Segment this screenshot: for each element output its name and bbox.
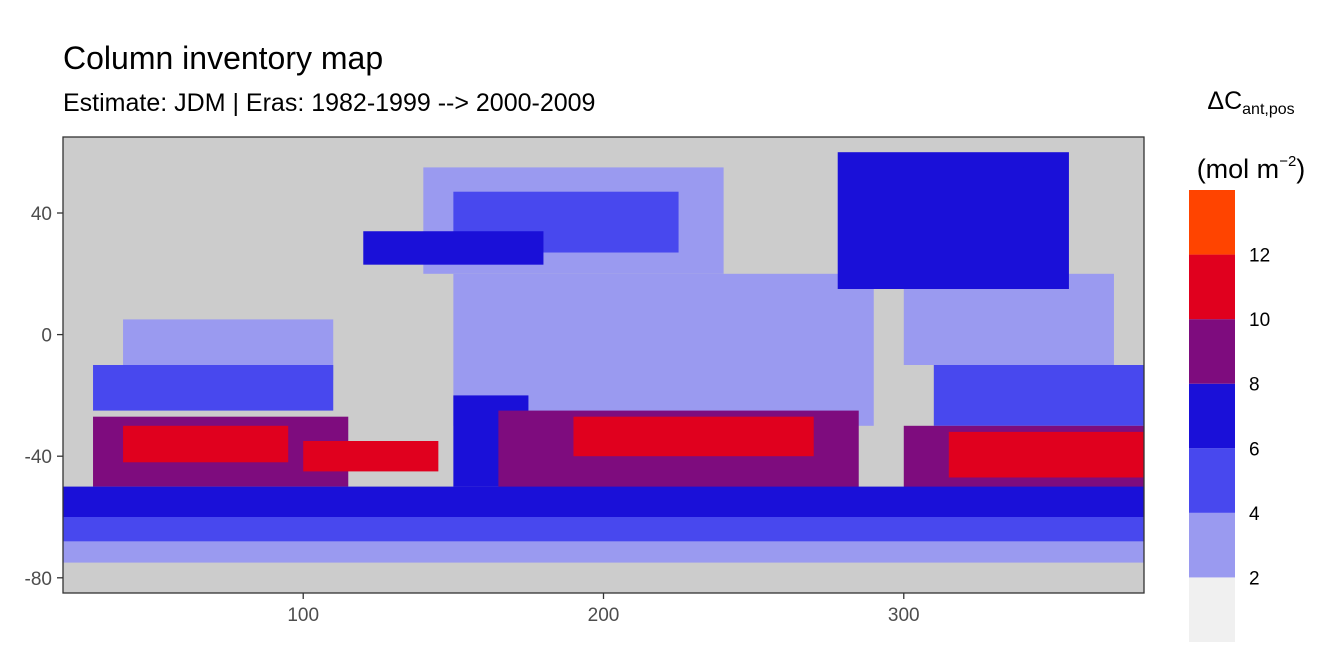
legend-swatch-0-2 [1189,577,1235,642]
color-legend: 2 4 6 8 10 12 [1189,190,1270,642]
legend-unit-prefix: (mol m [1196,154,1280,184]
x-tick-label-300: 300 [888,605,920,626]
legend-break-2: 2 [1249,568,1260,589]
region-indian-south-core [123,425,289,463]
region-antarctic-margin [63,541,1144,563]
legend-swatch-2-4 [1189,512,1235,578]
legend-swatch-12-14 [1189,190,1235,255]
region-pacific-south-core [573,416,814,457]
y-tick-label-40: 40 [31,204,52,225]
region-atlantic-south-subtropical [933,365,1144,426]
legend-swatch-6-8 [1189,383,1235,449]
y-tick-label-0: 0 [41,326,52,347]
region-pacific-kuroshio [363,231,544,265]
legend-swatch-8-10 [1189,319,1235,384]
x-tick-label-100: 100 [287,605,319,626]
legend-break-8: 8 [1249,375,1260,396]
region-indian-band [93,365,334,411]
legend-break-4: 4 [1249,504,1260,525]
map-panel [63,137,1144,593]
legend-unit-suffix: ) [1296,154,1306,184]
region-atlantic-south-core [948,431,1144,478]
legend-swatch-10-12 [1189,254,1235,320]
x-tick-label-200: 200 [588,605,620,626]
chart-title: Column inventory map [63,40,384,76]
legend-swatch-4-6 [1189,448,1235,513]
legend-unit-exponent: −2 [1279,153,1297,170]
legend-title: ΔCant,pos (mol m−2) [1186,86,1316,186]
legend-subscript: ant,pos [1242,101,1295,118]
legend-break-10: 10 [1249,310,1270,331]
y-tick-label--80: -80 [25,569,52,590]
region-great-australian-bight [303,441,439,472]
chart-subtitle: Estimate: JDM | Eras: 1982-1999 --> 2000… [63,89,596,117]
legend-break-12: 12 [1249,246,1270,267]
legend-symbol: ΔC [1207,87,1243,115]
y-tick-label--40: -40 [25,447,52,468]
legend-break-6: 6 [1249,439,1260,460]
region-atlantic-north-core [858,167,1024,244]
